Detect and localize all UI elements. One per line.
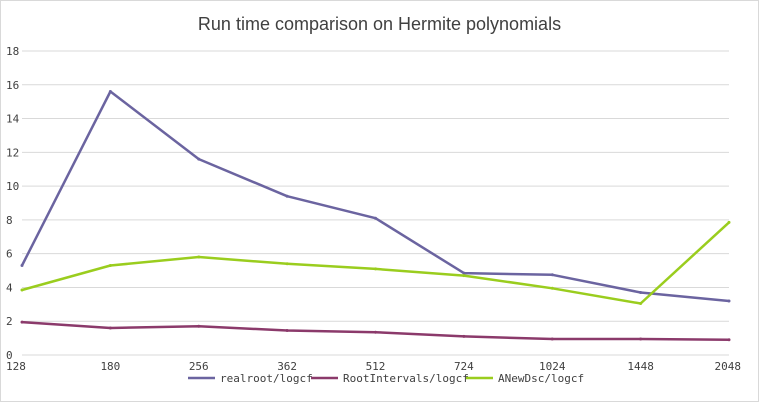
data-point [462, 271, 466, 275]
data-point [20, 288, 24, 292]
data-point [108, 263, 112, 267]
y-tick-label: 14 [6, 113, 20, 126]
y-tick-label: 10 [6, 180, 19, 193]
data-point [462, 274, 466, 278]
data-point [462, 334, 466, 338]
data-point [197, 324, 201, 328]
data-point [20, 263, 24, 267]
y-tick-label: 2 [6, 315, 13, 328]
x-tick-label: 180 [100, 360, 120, 373]
data-point [108, 90, 112, 94]
data-point [639, 291, 643, 295]
y-tick-label: 16 [6, 79, 19, 92]
x-tick-label: 256 [189, 360, 209, 373]
legend-label: RootIntervals/logcf [343, 372, 469, 385]
legend-label: ANewDsc/logcf [498, 372, 584, 385]
data-point [550, 286, 554, 290]
data-point [20, 320, 24, 324]
data-point [550, 337, 554, 341]
x-tick-label: 1024 [539, 360, 566, 373]
y-tick-label: 6 [6, 248, 13, 261]
data-point [727, 299, 731, 303]
data-point [374, 267, 377, 271]
data-point [374, 330, 377, 334]
data-point [639, 301, 643, 305]
x-tick-label: 1448 [627, 360, 654, 373]
y-tick-label: 8 [6, 214, 13, 227]
y-tick-label: 0 [6, 349, 13, 362]
data-point [727, 338, 731, 342]
data-point [197, 157, 201, 161]
x-tick-label: 724 [454, 360, 474, 373]
data-point [285, 262, 289, 266]
data-point [108, 326, 112, 330]
y-tick-label: 18 [6, 45, 19, 58]
data-point [639, 337, 643, 341]
data-point [727, 220, 731, 224]
legend-label: realroot/logcf [220, 372, 313, 385]
x-tick-label: 512 [366, 360, 386, 373]
data-point [285, 329, 289, 333]
y-tick-label: 4 [6, 281, 13, 294]
series-line-2 [21, 221, 730, 305]
chart-title: Run time comparison on Hermite polynomia… [197, 14, 562, 34]
data-point [374, 216, 377, 220]
x-tick-label: 2048 [715, 360, 742, 373]
data-point [285, 194, 289, 198]
x-tick-label: 362 [277, 360, 297, 373]
data-point [197, 255, 201, 259]
data-point [550, 273, 554, 277]
x-tick-label: 128 [6, 360, 26, 373]
y-tick-label: 12 [6, 146, 19, 159]
